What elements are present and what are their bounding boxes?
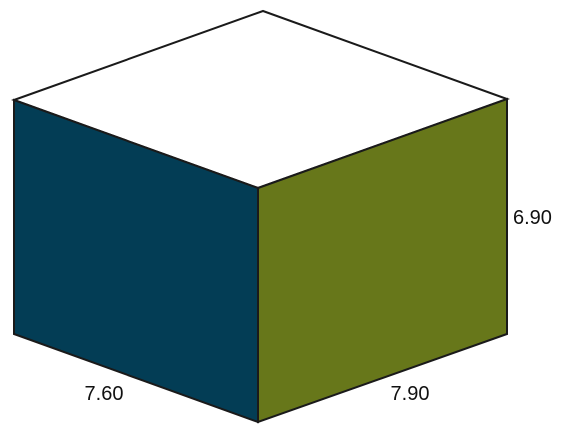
right-edge-length-label: 7.90: [391, 383, 430, 405]
prism-right-face: [257, 97, 508, 424]
height-label: 6.90: [513, 207, 552, 229]
left-edge-length-label: 7.60: [85, 383, 124, 405]
